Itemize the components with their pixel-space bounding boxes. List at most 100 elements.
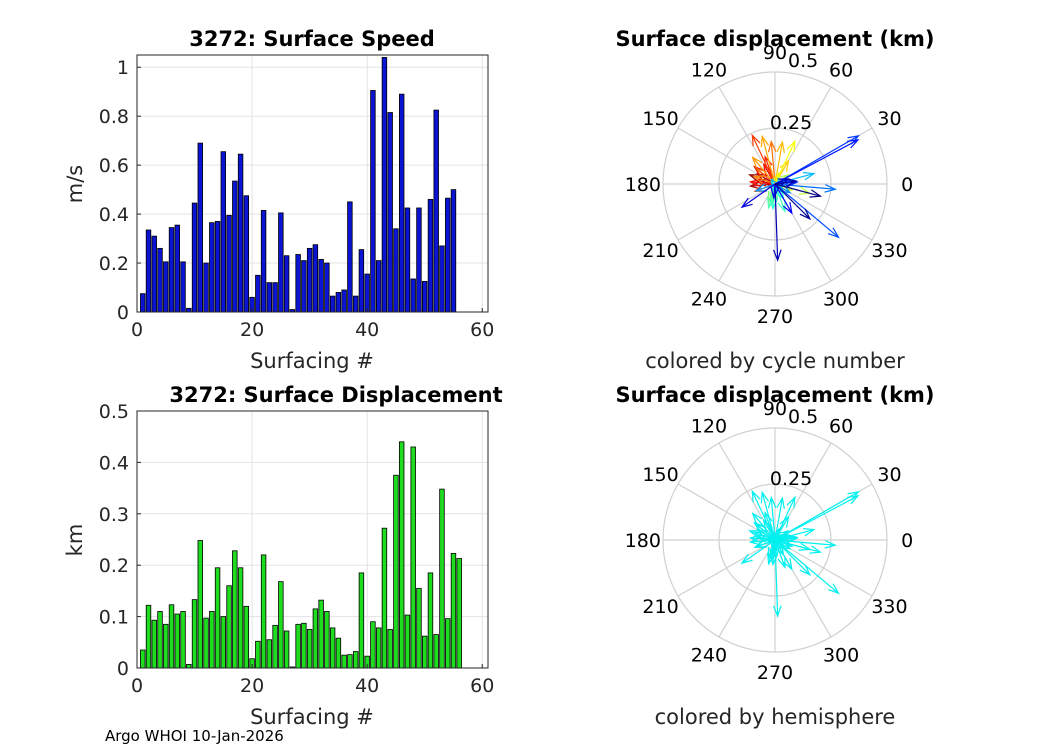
polar-cycle-radius-label: 0.5: [788, 50, 818, 72]
displacement-panel: 0 20 40 60 0 0.1 0.2 0.3 0.4 0.5 3272: Surface Di…: [63, 383, 503, 729]
polar-hemisphere-angle-label: 90: [763, 398, 787, 420]
polar-cycle-vector: [774, 180, 797, 185]
speed-bar: [260, 210, 267, 313]
displacement-bar: [180, 611, 186, 669]
polar-hemisphere-radius-label: 0.25: [770, 468, 812, 490]
polar-cycle-angle-label: 180: [625, 174, 661, 196]
polar-cycle-vector: [774, 183, 811, 220]
displacement-bar: [387, 629, 393, 669]
displacement-bar: [301, 622, 307, 669]
displacement-ytick-label: 0.3: [99, 504, 129, 526]
polar-hemisphere-vector-head: [802, 527, 816, 537]
polar-cycle-vector-head: [824, 184, 837, 193]
speed-bar: [393, 228, 399, 313]
speed-bar: [151, 235, 157, 313]
speed-ytick-label: 0.6: [99, 155, 129, 177]
polar-hemisphere-vector: [741, 539, 776, 564]
polar-cycle-radius-label: 0.25: [770, 112, 812, 134]
polar-hemisphere-vector-head: [754, 539, 768, 548]
polar-hemisphere-vector-head: [782, 558, 793, 571]
polar-cycle-caption: colored by cycle number: [645, 349, 905, 373]
polar-cycle-vector-head: [748, 174, 761, 183]
polar-hemisphere-caption: colored by hemisphere: [655, 705, 896, 729]
displacement-bar: [341, 654, 347, 669]
speed-bar: [445, 197, 451, 313]
polar-hemisphere-vector-head: [786, 495, 796, 509]
displacement-bar: [439, 488, 445, 669]
polar-cycle-labels: 0 30 60 90 120 150 180 210 240 270 300 330 0.25 0.5: [625, 42, 913, 328]
speed-bar: [203, 262, 209, 313]
displacement-bars: [140, 441, 462, 669]
polar-cycle-vector: [774, 141, 796, 185]
speed-ytick-label: 0.4: [99, 204, 129, 226]
speed-bar: [186, 307, 192, 313]
displacement-bar: [243, 605, 250, 669]
speed-title: 3272: Surface Speed: [189, 27, 435, 51]
polar-hemisphere-angle-label: 330: [871, 596, 907, 618]
speed-bar: [191, 202, 198, 313]
speed-bar: [364, 273, 370, 313]
speed-ytick-label: 0.2: [99, 253, 129, 275]
polar-cycle-vector-head: [767, 139, 777, 153]
speed-bar: [174, 224, 180, 313]
speed-bar: [163, 261, 169, 313]
speed-bar: [180, 261, 186, 313]
polar-cycle-vectors: [740, 133, 860, 262]
polar-cycle-angle-label: 150: [642, 108, 678, 130]
polar-cycle-angle-label: 0: [901, 174, 913, 196]
polar-cycle-angle-label: 30: [877, 108, 901, 130]
displacement-ticks: 0 20 40 60 0 0.1 0.2 0.3 0.4 0.5: [99, 401, 495, 697]
displacement-bar: [145, 604, 152, 669]
speed-axes-box: [136, 54, 489, 313]
polar-cycle-vector-head: [779, 159, 790, 172]
polar-hemisphere-vector: [774, 495, 859, 541]
polar-hemisphere-vector-head: [751, 489, 761, 503]
displacement-bar: [306, 629, 313, 669]
speed-bar: [358, 249, 365, 313]
polar-cycle-spoke: [677, 183, 776, 241]
displacement-bar: [237, 567, 244, 669]
polar-cycle-vector-head: [751, 156, 763, 168]
displacement-bar: [456, 558, 462, 669]
displacement-bar: [422, 635, 428, 669]
polar-hemisphere-angle-label: 240: [691, 644, 727, 666]
speed-bar: [301, 260, 307, 313]
polar-cycle-angle-label: 210: [642, 240, 678, 262]
displacement-bar: [295, 623, 301, 669]
displacement-bar: [410, 446, 416, 669]
polar-hemisphere-vector: [774, 539, 779, 617]
displacement-bar: [358, 572, 365, 669]
polar-cycle-vector-head: [827, 227, 840, 239]
polar-hemisphere-vector: [751, 491, 776, 541]
polar-cycle-vector-head: [748, 180, 762, 190]
speed-bar: [168, 227, 175, 313]
polar-hemisphere-labels: 0 30 60 90 120 150 180 210 240 270 300 330 0.25 0.5: [625, 398, 913, 684]
polar-hemisphere-vector: [761, 492, 776, 541]
speed-bar: [220, 151, 227, 313]
polar-cycle-vector-head: [751, 133, 761, 147]
speed-bar: [266, 282, 273, 313]
displacement-bar: [393, 474, 399, 669]
displacement-bar: [347, 654, 353, 669]
polar-hemisphere-vector-head: [753, 521, 765, 533]
polar-cycle-vector: [774, 183, 779, 261]
polar-cycle-vector: [755, 183, 776, 192]
displacement-bar: [232, 550, 238, 669]
polar-cycle-vector-head: [752, 175, 765, 184]
speed-panel: 0 20 40 60 0 0.2 0.4 0.6 0.8 1 3272: Surface Spee…: [63, 27, 494, 373]
displacement-xtick-label: 20: [240, 675, 264, 697]
displacement-bar: [214, 567, 221, 669]
displacement-ylabel: km: [63, 524, 87, 557]
displacement-bar: [203, 617, 209, 669]
polar-hemisphere-angle-label: 60: [829, 416, 853, 438]
polar-cycle-vector-head: [760, 134, 770, 148]
polar-cycle-vector-head: [782, 202, 793, 215]
polar-cycle-vector-head: [767, 196, 776, 210]
polar-hemisphere-vector-head: [809, 545, 823, 554]
polar-hemisphere-angle-label: 210: [642, 596, 678, 618]
polar-hemisphere-angle-label: 30: [877, 464, 901, 486]
displacement-bar: [163, 623, 169, 669]
displacement-bar: [220, 616, 227, 669]
polar-hemisphere-vector: [770, 497, 776, 541]
